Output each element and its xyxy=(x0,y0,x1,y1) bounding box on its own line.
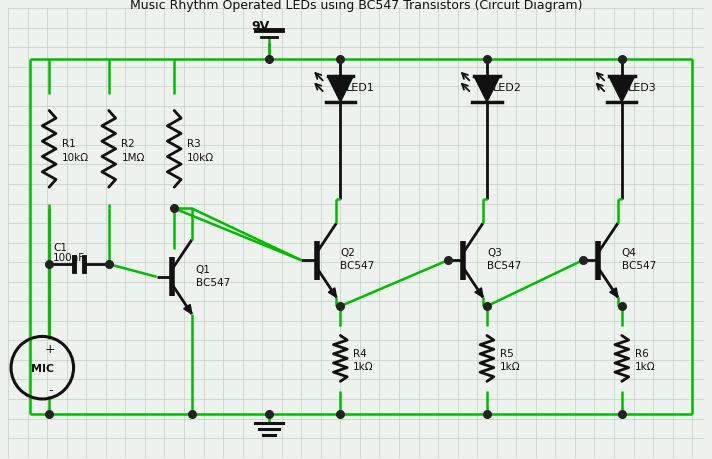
Text: R1: R1 xyxy=(62,139,75,149)
Text: Q3: Q3 xyxy=(487,248,502,258)
Polygon shape xyxy=(609,77,634,103)
Text: 10kΩ: 10kΩ xyxy=(187,152,214,162)
Text: R6: R6 xyxy=(634,348,648,358)
Text: 10kΩ: 10kΩ xyxy=(62,152,89,162)
Text: Q1: Q1 xyxy=(196,264,211,274)
Text: Q4: Q4 xyxy=(622,248,637,258)
Text: Q2: Q2 xyxy=(340,248,355,258)
Polygon shape xyxy=(609,288,618,298)
Polygon shape xyxy=(475,288,483,298)
Text: R2: R2 xyxy=(122,139,135,149)
Text: BC547: BC547 xyxy=(622,261,656,270)
Text: 1kΩ: 1kΩ xyxy=(634,361,655,371)
Text: R4: R4 xyxy=(353,348,367,358)
Polygon shape xyxy=(184,305,192,314)
Text: LED1: LED1 xyxy=(346,83,375,93)
Text: R3: R3 xyxy=(187,139,201,149)
Text: BC547: BC547 xyxy=(487,261,521,270)
Polygon shape xyxy=(328,288,337,298)
Text: 1kΩ: 1kΩ xyxy=(500,361,520,371)
Polygon shape xyxy=(328,77,353,103)
Text: 1MΩ: 1MΩ xyxy=(122,152,145,162)
Text: BC547: BC547 xyxy=(196,277,230,287)
Text: BC547: BC547 xyxy=(340,261,375,270)
Text: LED2: LED2 xyxy=(493,83,522,93)
Text: LED3: LED3 xyxy=(628,83,656,93)
Polygon shape xyxy=(474,77,500,103)
Text: MIC: MIC xyxy=(31,363,54,373)
Text: 100nF: 100nF xyxy=(53,253,85,263)
Text: -: - xyxy=(48,383,53,396)
Text: R5: R5 xyxy=(500,348,513,358)
Text: 9V: 9V xyxy=(251,20,270,33)
Text: 1kΩ: 1kΩ xyxy=(353,361,374,371)
Text: C1: C1 xyxy=(53,242,67,252)
Text: Music Rhythm Operated LEDs using BC547 Transistors (Circuit Diagram): Music Rhythm Operated LEDs using BC547 T… xyxy=(130,0,582,12)
Text: +: + xyxy=(45,342,56,355)
